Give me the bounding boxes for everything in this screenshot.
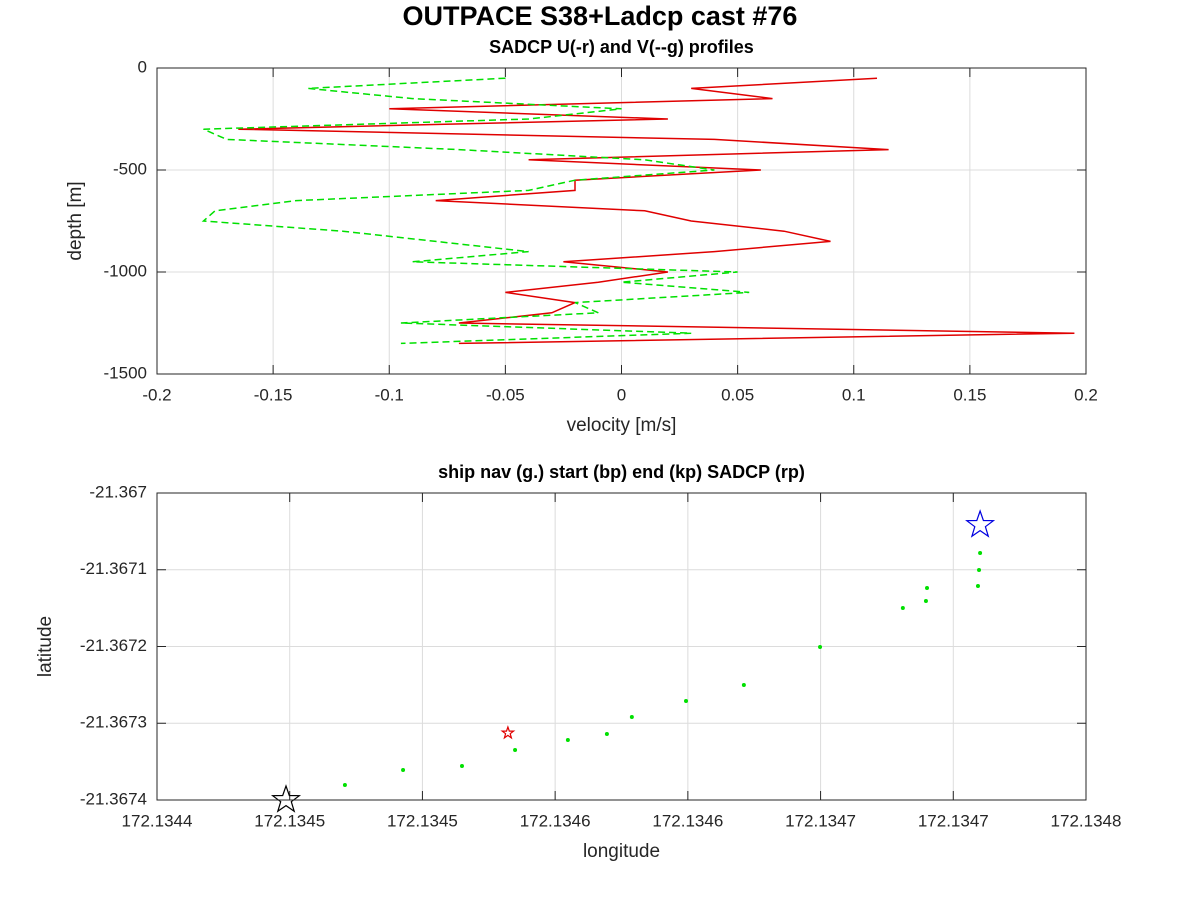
x-tick-label: 0 <box>617 385 626 404</box>
nav-point <box>975 584 980 589</box>
x-tick-label: 172.1346 <box>652 811 723 830</box>
y-tick-label: -21.367 <box>89 482 147 501</box>
x-tick-label: -0.05 <box>486 385 525 404</box>
chart-title: SADCP U(-r) and V(--g) profiles <box>489 37 754 57</box>
star-marker <box>270 784 302 813</box>
chart-title: ship nav (g.) start (bp) end (kp) SADCP … <box>438 462 805 482</box>
nav-point <box>978 551 983 556</box>
profile-line <box>201 77 750 345</box>
nav-point <box>342 783 347 788</box>
x-tick-label: -0.15 <box>254 385 293 404</box>
nav-point <box>683 698 688 703</box>
x-tick-label: 172.1344 <box>122 811 193 830</box>
x-tick-label: 172.1348 <box>1051 811 1122 830</box>
y-tick-label: -21.3672 <box>80 636 147 655</box>
y-axis-label: latitude <box>35 616 56 677</box>
nav-point <box>629 715 634 720</box>
x-axis-label: longitude <box>583 841 660 862</box>
nav-point <box>513 748 518 753</box>
nav-point <box>818 645 823 650</box>
star-marker <box>500 725 516 740</box>
nav-point <box>741 683 746 688</box>
star-marker <box>965 509 996 538</box>
x-tick-label: 0.15 <box>953 385 986 404</box>
y-tick-label: -1500 <box>104 363 147 382</box>
y-tick-label: 0 <box>138 57 147 76</box>
figure-title: OUTPACE S38+Ladcp cast #76 <box>403 1 798 31</box>
nav-point <box>604 731 609 736</box>
x-tick-label: 0.05 <box>721 385 754 404</box>
y-tick-label: -1000 <box>104 261 147 280</box>
nav-point <box>459 763 464 768</box>
x-axis-label: velocity [m/s] <box>567 415 677 436</box>
y-tick-label: -21.3671 <box>80 559 147 578</box>
x-tick-label: 172.1346 <box>520 811 591 830</box>
x-tick-label: 172.1347 <box>918 811 989 830</box>
y-tick-label: -500 <box>113 159 147 178</box>
x-tick-label: -0.1 <box>375 385 404 404</box>
x-tick-label: 172.1345 <box>387 811 458 830</box>
x-tick-label: -0.2 <box>142 385 171 404</box>
nav-point <box>401 767 406 772</box>
nav-point <box>565 737 570 742</box>
x-tick-label: 0.1 <box>842 385 866 404</box>
nav-point <box>925 586 930 591</box>
x-tick-label: 172.1347 <box>785 811 856 830</box>
x-tick-label: 0.2 <box>1074 385 1098 404</box>
axes-box <box>156 67 1087 375</box>
profile-line <box>238 77 1075 345</box>
nav-point <box>900 605 905 610</box>
y-axis-label: depth [m] <box>65 181 86 260</box>
y-tick-label: -21.3673 <box>80 713 147 732</box>
nav-point <box>977 567 982 572</box>
axes-box <box>156 492 1087 801</box>
nav-point <box>923 598 928 603</box>
x-tick-label: 172.1345 <box>254 811 325 830</box>
y-tick-label: -21.3674 <box>80 789 147 808</box>
